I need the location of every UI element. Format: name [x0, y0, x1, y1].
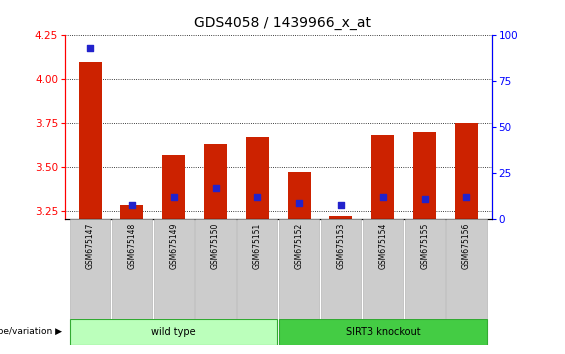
Point	[85, 45, 94, 51]
Bar	[321, 219, 361, 319]
Bar	[371, 135, 394, 219]
Text: GSM675156: GSM675156	[462, 222, 471, 269]
Bar	[195, 219, 236, 319]
Bar	[204, 144, 227, 219]
Point	[420, 196, 429, 202]
Bar	[279, 319, 486, 345]
Bar	[120, 205, 144, 219]
Text: GSM675153: GSM675153	[337, 222, 345, 269]
Bar	[154, 219, 194, 319]
Point	[211, 185, 220, 191]
Text: genotype/variation ▶: genotype/variation ▶	[0, 327, 62, 336]
Text: SIRT3 knockout: SIRT3 knockout	[346, 327, 420, 337]
Text: wild type: wild type	[151, 327, 196, 337]
Bar	[405, 219, 445, 319]
Bar	[446, 219, 486, 319]
Bar	[288, 172, 311, 219]
Bar	[279, 219, 319, 319]
Bar	[162, 155, 185, 219]
Bar	[246, 137, 269, 219]
Text: GSM675147: GSM675147	[85, 222, 94, 269]
Point	[379, 195, 388, 200]
Text: GSM675148: GSM675148	[127, 222, 136, 269]
Bar	[79, 62, 102, 219]
Bar	[70, 219, 110, 319]
Bar	[329, 216, 353, 219]
Text: GSM675151: GSM675151	[253, 222, 262, 269]
Text: GSM675152: GSM675152	[295, 222, 303, 269]
Text: GSM675154: GSM675154	[379, 222, 388, 269]
Point	[295, 200, 304, 206]
Bar	[413, 132, 436, 219]
Bar	[70, 319, 277, 345]
Bar	[363, 219, 403, 319]
Text: GSM675155: GSM675155	[420, 222, 429, 269]
Point	[127, 202, 136, 207]
Bar	[455, 123, 478, 219]
Point	[169, 195, 178, 200]
Point	[337, 202, 346, 207]
Text: GSM675149: GSM675149	[169, 222, 178, 269]
Bar	[237, 219, 277, 319]
Point	[462, 195, 471, 200]
Text: GSM675150: GSM675150	[211, 222, 220, 269]
Bar	[112, 219, 152, 319]
Text: GDS4058 / 1439966_x_at: GDS4058 / 1439966_x_at	[194, 16, 371, 30]
Point	[253, 195, 262, 200]
